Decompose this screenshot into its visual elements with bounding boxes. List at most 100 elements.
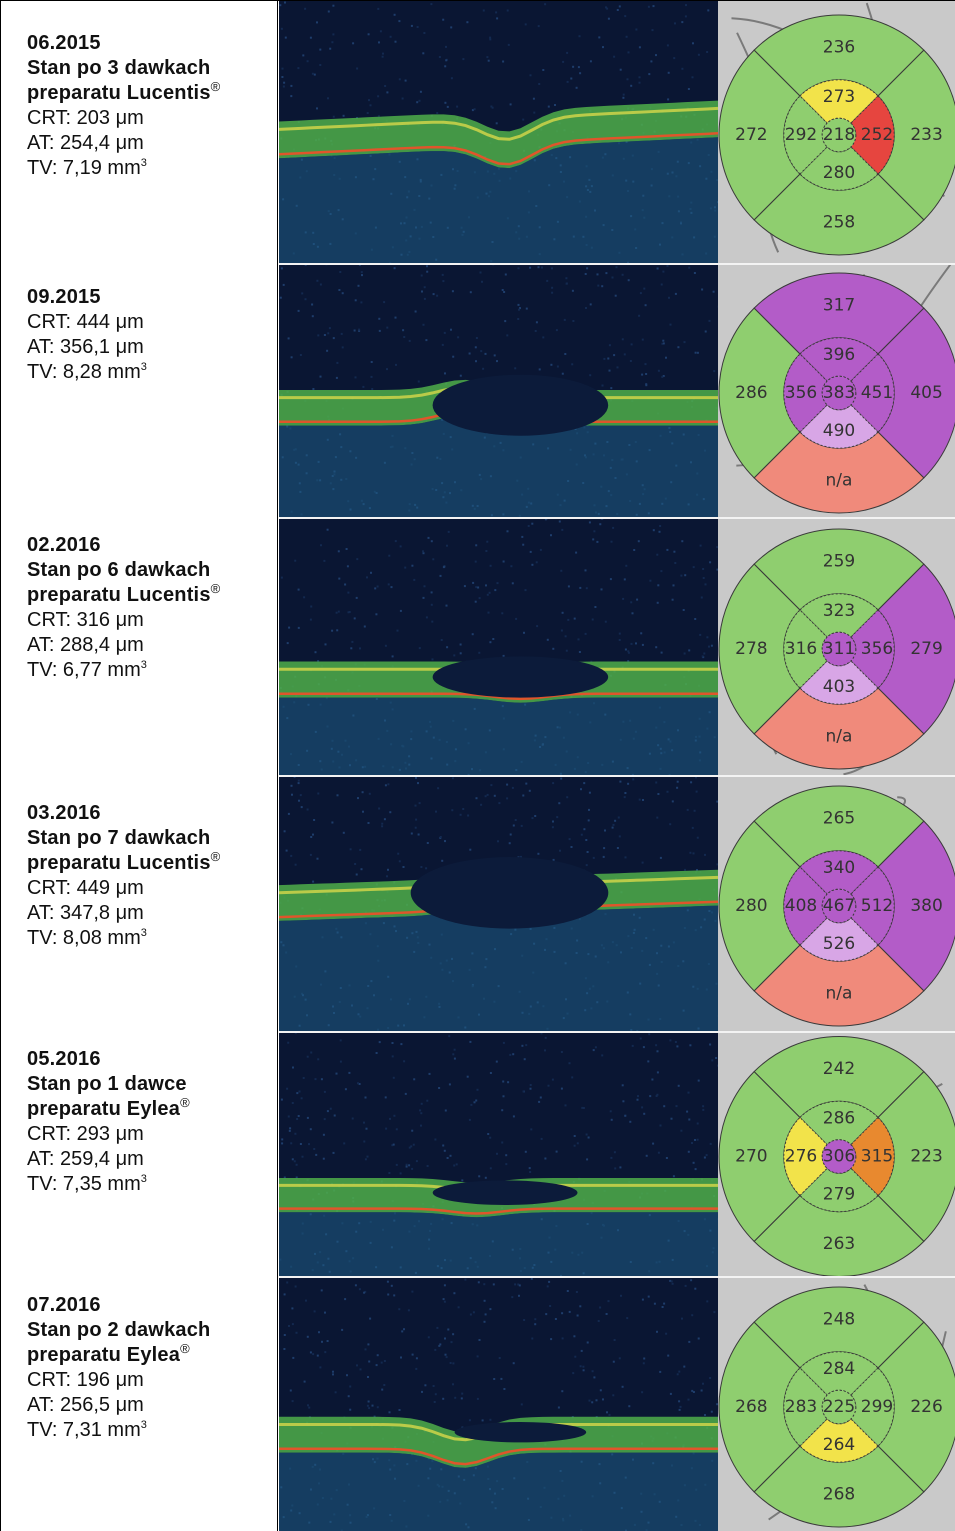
registered-mark: ® <box>210 79 221 94</box>
exam-date: 03.2016 <box>27 802 101 824</box>
exam-date: 02.2016 <box>27 534 101 556</box>
caption: 03.2016 Stan po 7 dawkach preparatu Lucent… <box>27 801 220 951</box>
at-value: AT: 356,1 μm <box>27 336 144 358</box>
caption: 09.2015 CRT: 444 μm AT: 356,1 μm TV: 8,28 m… <box>27 285 147 385</box>
treatment-line: Stan po 3 dawkach <box>27 57 211 79</box>
thickness-map-cell: 248 284 226 299 268 264 268 283 225 <box>718 1276 955 1531</box>
thickness-map-cell: 265 340 380 512 n/a 526 280 408 467 <box>718 775 955 1031</box>
inner-sector-value: 283 <box>785 1397 817 1417</box>
at-value: AT: 256,5 μm <box>27 1394 144 1416</box>
exam-date: 06.2015 <box>27 32 101 54</box>
etdrs-thickness-map: 236 273 233 252 258 280 272 292 218 <box>718 1 955 263</box>
treatment-line: Stan po 7 dawkach <box>27 827 211 849</box>
outer-sector-value: 272 <box>735 125 767 145</box>
caption: 05.2016 Stan po 1 dawce preparatu Eylea® CR… <box>27 1047 190 1197</box>
outer-sector-value: 286 <box>735 383 767 403</box>
etdrs-thickness-map: 317 396 405 451 n/a 490 286 356 383 <box>718 263 955 517</box>
oct-bscan-image <box>279 1276 718 1531</box>
cube-superscript: 3 <box>140 1419 147 1431</box>
outer-sector-value: 258 <box>823 213 855 233</box>
exam-date: 05.2016 <box>27 1048 101 1070</box>
inner-sector-value: 299 <box>861 1397 893 1417</box>
oct-scan-cell <box>279 517 718 775</box>
outer-sector-value: 263 <box>823 1234 855 1254</box>
caption-cell: 06.2015 Stan po 3 dawkach preparatu Lucent… <box>1 1 278 263</box>
thickness-map-cell: 317 396 405 451 n/a 490 286 356 383 <box>718 263 955 517</box>
oct-bscan-image <box>279 1 718 263</box>
inner-sector-value: 315 <box>861 1147 893 1167</box>
inner-sector-value: 451 <box>861 383 893 403</box>
oct-bscan-image <box>279 1031 718 1276</box>
inner-sector-value: 323 <box>823 601 855 621</box>
row-divider <box>279 517 955 519</box>
figure-row: 05.2016 Stan po 1 dawce preparatu Eylea® CR… <box>1 1031 955 1276</box>
caption: 02.2016 Stan po 6 dawkach preparatu Lucent… <box>27 533 220 683</box>
center-sector <box>821 888 857 924</box>
treatment-line: Stan po 1 dawce <box>27 1073 187 1095</box>
treatment-line: preparatu Lucentis® <box>27 581 221 606</box>
inner-sector-value: 408 <box>785 896 817 916</box>
outer-sector-value: 405 <box>910 383 942 403</box>
cube-superscript: 3 <box>140 1173 147 1185</box>
outer-sector-value: 268 <box>823 1485 855 1505</box>
crt-value: CRT: 293 μm <box>27 1123 144 1145</box>
oct-scan-cell <box>279 1 718 263</box>
crt-value: CRT: 444 μm <box>27 311 144 333</box>
inner-sector-value: 356 <box>785 383 817 403</box>
inner-sector-value: 280 <box>823 163 855 183</box>
etdrs-thickness-map: 259 323 279 356 n/a 403 278 316 311 <box>718 517 955 775</box>
caption-cell: 07.2016 Stan po 2 dawkach preparatu Eylea®… <box>1 1276 278 1531</box>
outer-sector-value: 279 <box>910 639 942 659</box>
center-sector <box>821 631 857 667</box>
outer-sector-value: 268 <box>735 1397 767 1417</box>
treatment-line: Stan po 6 dawkach <box>27 559 211 581</box>
treatment-line: preparatu Lucentis® <box>27 849 221 874</box>
registered-mark: ® <box>210 849 221 864</box>
outer-sector-value: 242 <box>823 1059 855 1079</box>
outer-sector-value: 280 <box>735 896 767 916</box>
outer-sector-value: n/a <box>826 727 853 747</box>
inner-sector-value: 276 <box>785 1147 817 1167</box>
row-divider <box>279 1031 955 1033</box>
tv-value: TV: 7,35 mm3 <box>27 1173 147 1195</box>
outer-sector-value: 380 <box>910 896 942 916</box>
inner-sector-value: 292 <box>785 125 817 145</box>
thickness-map-cell: 242 286 223 315 263 279 270 276 306 <box>718 1031 955 1276</box>
cube-superscript: 3 <box>140 659 147 671</box>
outer-sector-value: n/a <box>826 984 853 1004</box>
inner-sector-value: 403 <box>823 677 855 697</box>
inner-sector-value: 340 <box>823 858 855 878</box>
treatment-line: preparatu Eylea® <box>27 1341 190 1366</box>
inner-sector-value: 316 <box>785 639 817 659</box>
figure-row: 07.2016 Stan po 2 dawkach preparatu Eylea®… <box>1 1276 955 1531</box>
inner-sector-value: 264 <box>823 1435 855 1455</box>
outer-sector-value: 248 <box>823 1309 855 1329</box>
cube-superscript: 3 <box>140 361 147 373</box>
outer-sector-value: 259 <box>823 551 855 571</box>
figure-row: 03.2016 Stan po 7 dawkach preparatu Lucent… <box>1 775 955 1031</box>
oct-scan-cell <box>279 1031 718 1276</box>
cube-superscript: 3 <box>140 927 147 939</box>
caption-cell: 02.2016 Stan po 6 dawkach preparatu Lucent… <box>1 517 278 775</box>
tv-value: TV: 7,19 mm3 <box>27 157 147 179</box>
outer-sector-value: 278 <box>735 639 767 659</box>
outer-sector-value: 223 <box>910 1147 942 1167</box>
crt-value: CRT: 316 μm <box>27 609 144 631</box>
at-value: AT: 259,4 μm <box>27 1148 144 1170</box>
outer-sector-value: 270 <box>735 1147 767 1167</box>
inner-sector-value: 279 <box>823 1185 855 1205</box>
treatment-line: preparatu Eylea® <box>27 1095 190 1120</box>
center-sector-value: 306 <box>823 1147 855 1167</box>
outer-sector-value: 265 <box>823 808 855 828</box>
figure-row: 06.2015 Stan po 3 dawkach preparatu Lucent… <box>1 1 955 263</box>
inner-sector-value: 490 <box>823 421 855 441</box>
outer-sector-value: 236 <box>823 37 855 57</box>
at-value: AT: 288,4 μm <box>27 634 144 656</box>
caption-cell: 03.2016 Stan po 7 dawkach preparatu Lucent… <box>1 775 278 1031</box>
row-divider <box>279 1276 955 1278</box>
caption-cell: 09.2015 CRT: 444 μm AT: 356,1 μm TV: 8,28 m… <box>1 263 278 517</box>
center-sector <box>821 375 857 411</box>
outer-sector-value: 317 <box>823 295 855 315</box>
center-sector-value: 311 <box>823 639 855 659</box>
